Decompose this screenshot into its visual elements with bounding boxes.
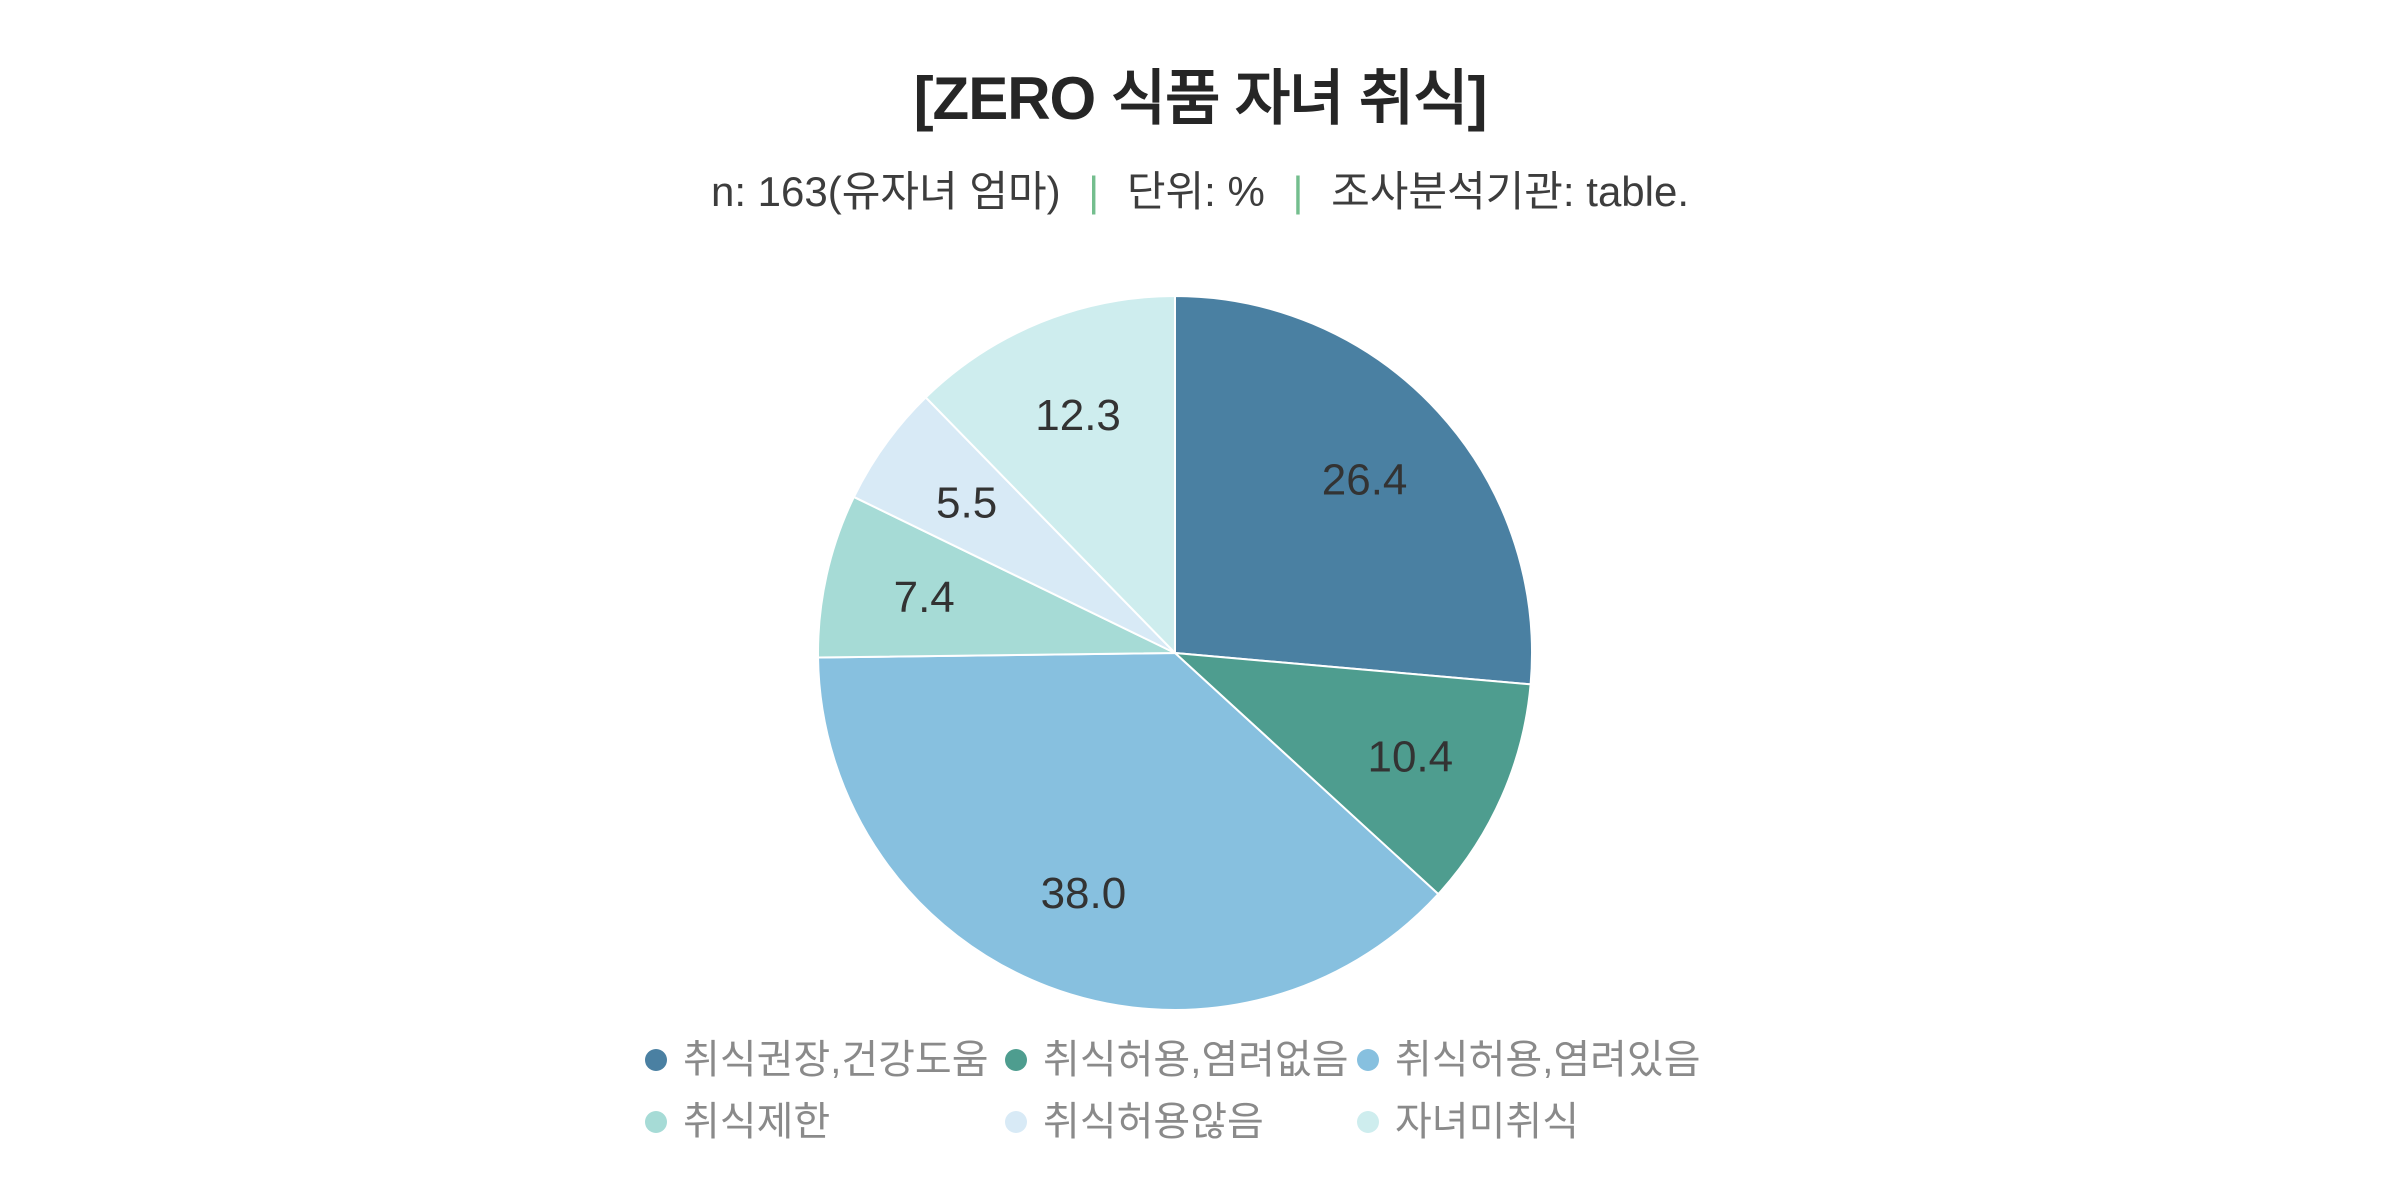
pie-slice-5: [924, 295, 1176, 654]
legend-item-4: 취식허용않음: [1005, 1098, 1357, 1146]
legend-label: 취식허용,염려없음: [1043, 1038, 1349, 1082]
legend-dot-icon: [1005, 1111, 1027, 1133]
pie-value-label-1: 10.4: [1367, 733, 1453, 782]
chart-title: [ZERO 식품 자녀 취식]: [913, 65, 1488, 132]
legend-dot-icon: [1005, 1049, 1027, 1071]
legend-label: 자녀미취식: [1395, 1100, 1579, 1144]
legend-item-2: 취식허용,염려있음: [1357, 1036, 1701, 1084]
legend-label: 취식허용,염려있음: [1395, 1038, 1701, 1082]
legend-item-5: 자녀미취식: [1357, 1098, 1701, 1146]
legend-dot-icon: [645, 1049, 667, 1071]
pie-value-label-0: 26.4: [1322, 455, 1408, 504]
legend-item-0: 취식권장,건강도움: [645, 1036, 1005, 1084]
chart-subtitle: n: 163(유자녀 엄마) | 단위: % | 조사분석기관: table.: [0, 168, 2400, 216]
pie-value-label-5: 12.3: [1035, 391, 1121, 440]
pie-slice-2: [817, 652, 1440, 1011]
pie-value-label-4: 5.5: [936, 479, 997, 528]
legend-label: 취식허용않음: [1043, 1100, 1264, 1144]
pie-slice-3: [817, 495, 1176, 659]
subtitle-sample-size: n: 163(유자녀 엄마): [710, 168, 1061, 215]
pie-value-label-3: 7.4: [894, 573, 955, 622]
legend-item-1: 취식허용,염려없음: [1005, 1036, 1357, 1084]
pie-slice-0: [1174, 295, 1533, 686]
legend-dot-icon: [1357, 1049, 1379, 1071]
pie-slice-1: [1174, 652, 1532, 896]
legend-dot-icon: [645, 1111, 667, 1133]
pie-value-label-2: 38.0: [1041, 869, 1127, 918]
legend-item-3: 취식제한: [645, 1098, 1005, 1146]
legend-label: 취식제한: [683, 1100, 831, 1144]
legend-dot-icon: [1357, 1111, 1379, 1133]
subtitle-separator-icon: |: [1088, 168, 1100, 215]
subtitle-agency: 조사분석기관: table.: [1331, 168, 1690, 215]
legend-label: 취식권장,건강도움: [683, 1038, 989, 1082]
subtitle-separator-icon: |: [1292, 168, 1304, 215]
pie-chart: 26.4 10.4 38.0 7.4 5.5 12.3: [817, 295, 1533, 1011]
subtitle-unit: 단위: %: [1126, 168, 1265, 215]
